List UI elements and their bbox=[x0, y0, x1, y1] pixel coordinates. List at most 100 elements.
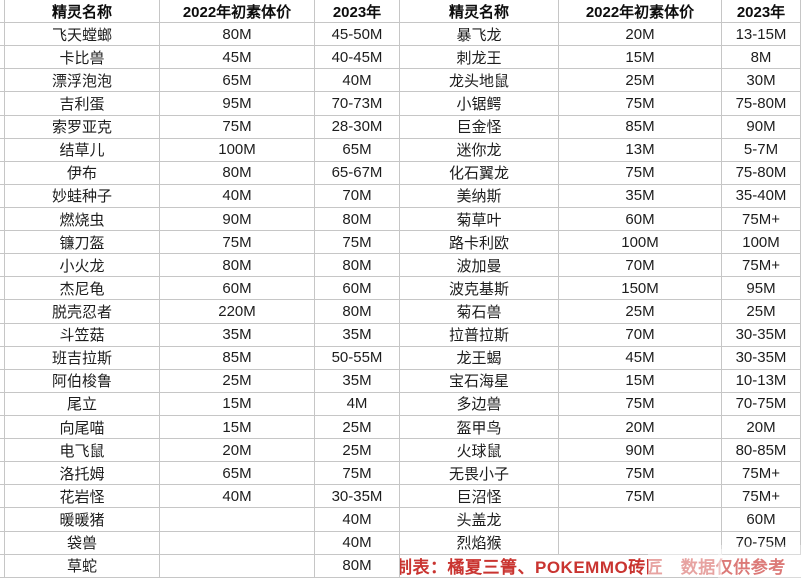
credit-text: 制表：橘夏三箐、POKEMMO砖匠 数据仅供参考 bbox=[400, 558, 786, 578]
row-gutter bbox=[0, 531, 5, 555]
pokemon-name-cell: 刺龙王 bbox=[400, 46, 559, 70]
price-2023-cell: 60M bbox=[722, 508, 801, 532]
price-2022-cell: 75M bbox=[559, 392, 722, 416]
pokemon-name-cell: 尾立 bbox=[5, 392, 160, 416]
pokemon-name-cell: 卡比兽 bbox=[5, 46, 160, 70]
header-price-2023: 2023年 bbox=[722, 0, 801, 24]
price-2022-cell: 80M bbox=[160, 161, 315, 185]
price-2023-cell: 95M bbox=[722, 277, 801, 301]
header-price-2023: 2023年 bbox=[315, 0, 400, 24]
price-2022-cell: 70M bbox=[559, 323, 722, 347]
price-2022-cell: 75M bbox=[160, 231, 315, 255]
price-2022-cell: 15M bbox=[160, 415, 315, 440]
price-2023-cell: 80M bbox=[315, 254, 400, 278]
pokemon-name-cell: 化石翼龙 bbox=[400, 161, 559, 185]
price-2022-cell: 40M bbox=[160, 184, 315, 208]
pokemon-name-cell: 无畏小子 bbox=[400, 462, 559, 486]
price-2023-cell: 75M+ bbox=[722, 207, 801, 232]
price-2022-cell: 65M bbox=[160, 462, 315, 486]
price-2023-cell: 80M bbox=[315, 554, 400, 578]
price-2023-cell: 80M bbox=[315, 207, 400, 232]
row-gutter bbox=[0, 184, 5, 208]
pokemon-name-cell: 迷你龙 bbox=[400, 138, 559, 162]
price-2022-cell: 75M bbox=[559, 485, 722, 509]
price-2022-cell: 70M bbox=[559, 254, 722, 278]
pokemon-name-cell: 暴飞龙 bbox=[400, 23, 559, 47]
price-2023-cell: 45-50M bbox=[315, 23, 400, 47]
price-2022-cell: 75M bbox=[559, 462, 722, 486]
price-2022-cell bbox=[160, 531, 315, 555]
price-2023-cell: 30-35M bbox=[722, 346, 801, 370]
pokemon-name-cell: 美纳斯 bbox=[400, 184, 559, 208]
row-gutter bbox=[0, 46, 5, 70]
pokemon-name-cell: 小锯鳄 bbox=[400, 92, 559, 116]
pokemon-name-cell: 龙头地鼠 bbox=[400, 69, 559, 93]
price-2022-cell: 20M bbox=[559, 415, 722, 440]
price-2023-cell: 75M bbox=[315, 462, 400, 486]
price-2023-cell: 75M+ bbox=[722, 254, 801, 278]
price-2022-cell: 25M bbox=[559, 69, 722, 93]
price-2023-cell: 30-35M bbox=[722, 323, 801, 347]
price-2022-cell: 15M bbox=[160, 392, 315, 416]
price-2022-cell: 90M bbox=[160, 207, 315, 232]
price-2023-cell: 70-73M bbox=[315, 92, 400, 116]
pokemon-name-cell: 向尾喵 bbox=[5, 415, 160, 440]
row-gutter bbox=[0, 485, 5, 509]
row-gutter bbox=[0, 300, 5, 324]
price-2022-cell: 45M bbox=[160, 46, 315, 70]
price-2022-cell: 15M bbox=[559, 369, 722, 393]
price-2023-cell: 35M bbox=[315, 369, 400, 393]
pokemon-name-cell: 漂浮泡泡 bbox=[5, 69, 160, 93]
price-2022-cell: 20M bbox=[559, 23, 722, 47]
price-2022-cell: 90M bbox=[559, 439, 722, 463]
price-2022-cell: 80M bbox=[160, 23, 315, 47]
price-2023-cell: 13-15M bbox=[722, 23, 801, 47]
row-gutter bbox=[0, 161, 5, 185]
row-gutter bbox=[0, 277, 5, 301]
price-2023-cell: 8M bbox=[722, 46, 801, 70]
price-2022-cell: 35M bbox=[559, 184, 722, 208]
price-2023-cell: 30-35M bbox=[315, 485, 400, 509]
price-2022-cell: 60M bbox=[160, 277, 315, 301]
row-gutter bbox=[0, 254, 5, 278]
price-2023-cell: 4M bbox=[315, 392, 400, 416]
price-2023-cell: 10-13M bbox=[722, 369, 801, 393]
price-2023-cell: 100M bbox=[722, 231, 801, 255]
pokemon-name-cell: 拉普拉斯 bbox=[400, 323, 559, 347]
header-price-2022: 2022年初素体价 bbox=[160, 0, 315, 24]
table-credit-cell: 制表：橘夏三箐、POKEMMO砖匠 数据仅供参考 bbox=[400, 554, 801, 578]
price-2022-cell: 95M bbox=[160, 92, 315, 116]
header-price-2022: 2022年初素体价 bbox=[559, 0, 722, 24]
pokemon-name-cell: 火球鼠 bbox=[400, 439, 559, 463]
price-2023-cell: 40M bbox=[315, 531, 400, 555]
row-gutter bbox=[0, 115, 5, 139]
header-pokemon-name: 精灵名称 bbox=[5, 0, 160, 24]
price-2023-cell: 75-80M bbox=[722, 92, 801, 116]
pokemon-name-cell: 巨金怪 bbox=[400, 115, 559, 139]
price-2023-cell: 75M bbox=[315, 231, 400, 255]
pokemon-name-cell: 班吉拉斯 bbox=[5, 346, 160, 370]
price-2022-cell: 85M bbox=[559, 115, 722, 139]
pokemon-name-cell: 脱壳忍者 bbox=[5, 300, 160, 324]
pokemon-name-cell: 多边兽 bbox=[400, 392, 559, 416]
row-gutter bbox=[0, 69, 5, 93]
row-gutter bbox=[0, 23, 5, 47]
price-2022-cell: 25M bbox=[559, 300, 722, 324]
price-2023-cell: 20M bbox=[722, 415, 801, 440]
pokemon-name-cell: 燃烧虫 bbox=[5, 207, 160, 232]
pokemon-name-cell: 草蛇 bbox=[5, 554, 160, 578]
pokemon-name-cell: 头盖龙 bbox=[400, 508, 559, 532]
row-gutter bbox=[0, 415, 5, 440]
price-2023-cell: 25M bbox=[722, 300, 801, 324]
pokemon-name-cell: 飞天螳螂 bbox=[5, 23, 160, 47]
pokemon-name-cell: 暖暖猪 bbox=[5, 508, 160, 532]
row-gutter bbox=[0, 346, 5, 370]
pokemon-name-cell: 龙王蝎 bbox=[400, 346, 559, 370]
row-gutter bbox=[0, 439, 5, 463]
price-2022-cell bbox=[559, 508, 722, 532]
price-2023-cell: 90M bbox=[722, 115, 801, 139]
price-2022-cell: 75M bbox=[559, 161, 722, 185]
pokemon-name-cell: 斗笠菇 bbox=[5, 323, 160, 347]
pokemon-name-cell: 吉利蛋 bbox=[5, 92, 160, 116]
